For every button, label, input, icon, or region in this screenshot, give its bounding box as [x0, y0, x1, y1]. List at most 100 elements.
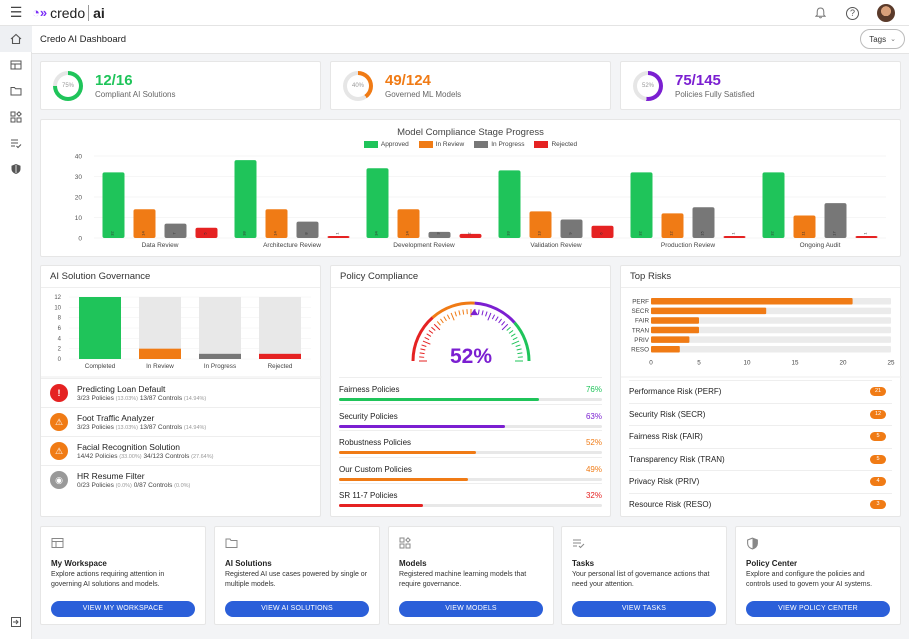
controls-pct: (14.94%)	[183, 425, 207, 431]
legend-label: Rejected	[551, 141, 578, 149]
legend-swatch	[474, 141, 489, 148]
legend-item[interactable]: In Review	[418, 141, 465, 149]
bar-fair	[651, 317, 699, 324]
status-icon: ◉	[50, 471, 68, 489]
ring-percent: 75%	[57, 74, 79, 97]
solution-row[interactable]: ⚠ Facial Recognition Solution 14/42 Poli…	[41, 436, 320, 465]
nav-card-button[interactable]: VIEW MODELS	[399, 601, 543, 617]
solution-meta: 0/23 Policies (0.0%) 0/87 Controls (0.0%…	[77, 482, 190, 489]
bar-in-review	[139, 348, 181, 359]
data-label: 8	[304, 232, 309, 235]
nav-card-ai-solutions: AI Solutions Registered AI use cases pow…	[214, 526, 380, 625]
nav-card-button[interactable]: VIEW MY WORKSPACE	[51, 601, 195, 617]
help-icon[interactable]: ?	[846, 6, 859, 20]
folder-icon[interactable]	[0, 78, 32, 104]
bar-rejected	[855, 235, 878, 238]
tasks-icon	[572, 537, 585, 552]
gauge-value: 52%	[450, 345, 492, 368]
nav-card-my-workspace: My Workspace Explore actions requiring a…	[40, 526, 206, 625]
x-tick-label: In Progress	[204, 363, 236, 370]
policy-row[interactable]: SR 11-7 Policies 32%	[339, 483, 602, 509]
models-icon[interactable]	[0, 104, 32, 130]
avatar[interactable]	[877, 4, 895, 22]
policy-name: SR 11-7 Policies	[339, 491, 398, 500]
stat-value: 49/124	[385, 72, 431, 89]
stat-value: 75/145	[675, 72, 721, 89]
legend-swatch	[363, 141, 378, 148]
solution-row[interactable]: ⚠ Foot Traffic Analyzer 3/23 Policies (1…	[41, 407, 320, 436]
policies-count: 3/23 Policies	[77, 424, 114, 431]
solution-row[interactable]: ! Predicting Loan Default 3/23 Policies …	[41, 378, 320, 407]
bar-background	[259, 297, 301, 359]
risk-name: Resource Risk (RESO)	[629, 499, 712, 509]
logout-icon[interactable]	[0, 609, 32, 635]
risk-name: Performance Risk (PERF)	[629, 387, 722, 396]
y-tick-label: 40	[75, 154, 83, 161]
bar-in-review	[793, 215, 816, 238]
gauge-tick	[433, 323, 441, 331]
governance-chart: 0 2 4 6 8 10 12 Completed In Review In Progress Re…	[41, 295, 322, 378]
stat-label: Governed ML Models	[385, 90, 462, 99]
risk-row[interactable]: Performance Risk (PERF) 21	[629, 380, 892, 402]
x-tick-label: 25	[887, 360, 895, 367]
solution-meta: 3/23 Policies (13.03%) 13/87 Controls (1…	[77, 424, 206, 431]
stat-card-compliant-solutions[interactable]: 75% 12/16 Compliant AI Solutions	[40, 61, 321, 110]
gauge-needle	[470, 309, 479, 316]
status-icon: ⚠	[50, 442, 68, 460]
risk-count-badge: 12	[870, 409, 886, 419]
nav-card-button[interactable]: VIEW AI SOLUTIONS	[225, 601, 369, 617]
tags-dropdown[interactable]: Tags ⌄	[860, 29, 905, 49]
shield-icon[interactable]	[0, 156, 32, 182]
risk-name: Security Risk (SECR)	[629, 409, 706, 419]
data-label: 13	[537, 231, 542, 236]
bar-in-review	[397, 209, 420, 238]
bar-rejected	[459, 233, 482, 238]
policy-progress-fill	[339, 477, 468, 481]
policy-row[interactable]: Our Custom Policies 49%	[339, 456, 602, 483]
policy-progress-track	[339, 477, 602, 481]
legend-item[interactable]: In Progress	[474, 141, 524, 148]
bar-background	[651, 346, 891, 353]
policy-row[interactable]: Security Policies 63%	[339, 403, 602, 430]
stat-label: Compliant AI Solutions	[95, 90, 176, 99]
hamburger-icon[interactable]: ☰	[9, 4, 23, 20]
policy-progress-fill	[339, 451, 476, 454]
nav-card-button[interactable]: VIEW POLICY CENTER	[746, 601, 890, 617]
solution-row[interactable]: ◉ HR Resume Filter 0/23 Policies (0.0%) …	[41, 465, 320, 494]
policy-row[interactable]: Fairness Policies 76%	[339, 377, 602, 403]
bar-secr	[651, 307, 767, 315]
nav-card-button[interactable]: VIEW TASKS	[572, 601, 716, 617]
stat-card-policies-satisfied[interactable]: 52% 75/145 Policies Fully Satisfied	[620, 61, 901, 110]
policy-percent: 76%	[585, 385, 602, 394]
risk-row[interactable]: Fairness Risk (FAIR) 5	[629, 425, 892, 447]
legend-label: In Review	[435, 141, 465, 149]
logo[interactable]: ◔» credo ai	[32, 4, 105, 21]
tasks-icon[interactable]	[0, 130, 32, 156]
home-icon[interactable]	[0, 26, 32, 52]
bell-icon[interactable]	[812, 5, 828, 21]
workspace-icon[interactable]	[0, 52, 32, 78]
policy-row[interactable]: Robustness Policies 52%	[339, 430, 602, 456]
risk-row[interactable]: Transparency Risk (TRAN) 5	[629, 447, 892, 470]
legend-item[interactable]: Approved	[363, 141, 409, 148]
risk-row[interactable]: Resource Risk (RESO) 3	[629, 492, 892, 515]
models-icon	[399, 537, 412, 552]
solution-meta: 3/23 Policies (13.03%) 13/87 Controls (1…	[77, 395, 206, 402]
y-tick-label: 30	[75, 174, 83, 181]
y-tick-label: SECR	[632, 308, 650, 315]
data-label: 5	[203, 232, 208, 235]
stat-card-governed-models[interactable]: 40% 49/124 Governed ML Models	[330, 61, 611, 110]
data-label: 14	[405, 231, 410, 236]
risk-row[interactable]: Privacy Risk (PRIV) 4	[629, 470, 892, 492]
bar-tran	[651, 326, 699, 334]
bar-approved	[498, 170, 521, 238]
controls-count: 34/123 Controls	[143, 453, 190, 460]
legend-item[interactable]: Rejected	[534, 141, 577, 148]
bar-approved	[762, 172, 785, 238]
risk-row[interactable]: Security Risk (SECR) 12	[629, 402, 892, 425]
bar-rejected	[591, 225, 614, 238]
risk-count-badge: 5	[870, 454, 886, 464]
shield-icon	[746, 537, 759, 553]
x-tick-label: Validation Review	[530, 242, 581, 249]
policy-percent: 32%	[585, 491, 602, 500]
